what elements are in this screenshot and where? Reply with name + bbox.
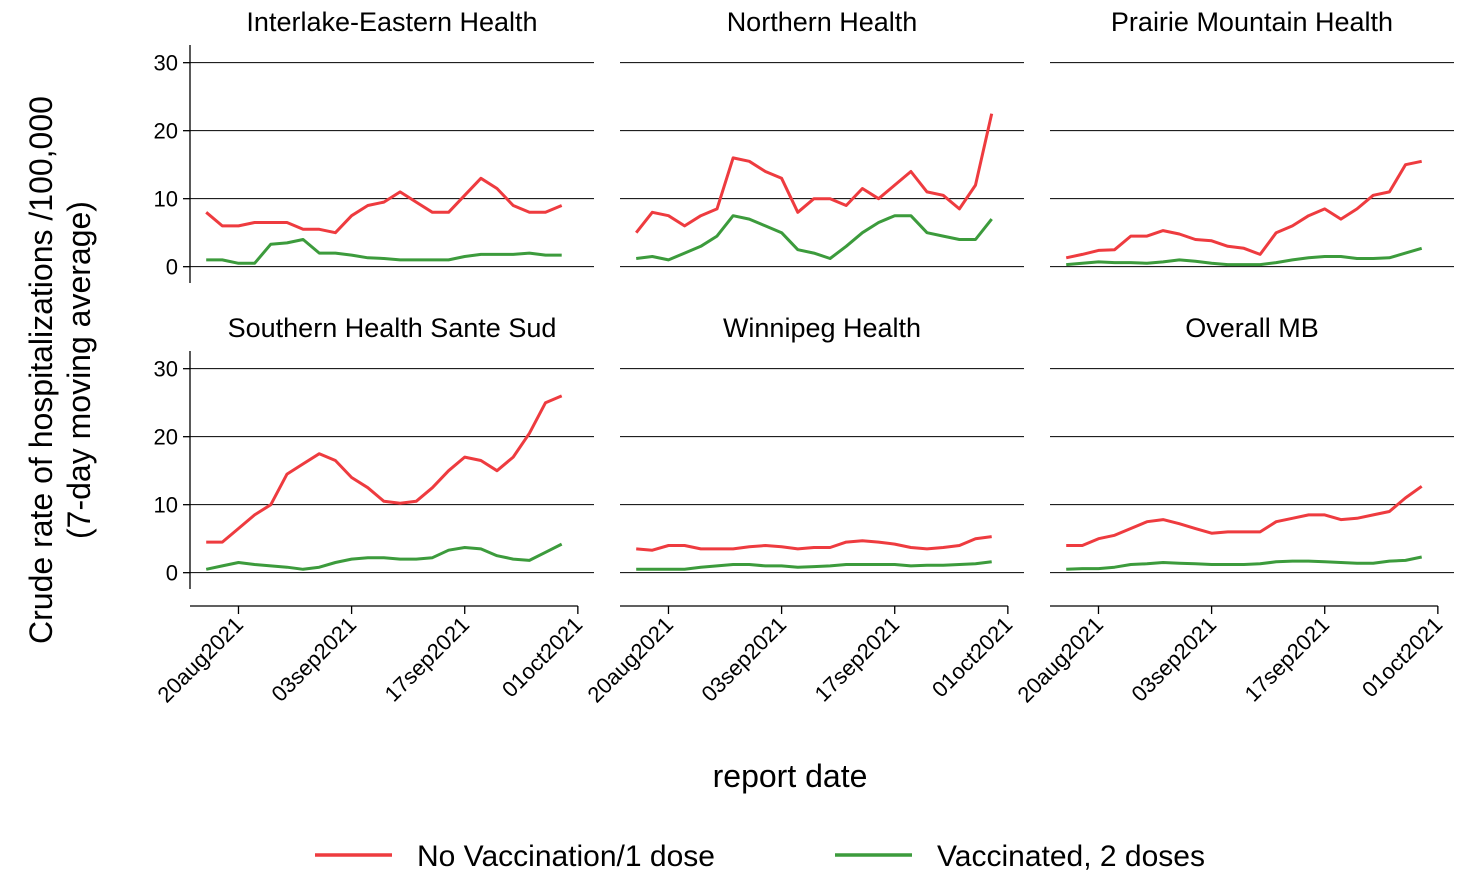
panel-title: Winnipeg Health	[723, 313, 921, 343]
x-tick-label: 03sep2021	[1126, 612, 1221, 707]
panel: Overall MB 20aug2021 03sep2021 17sep2021 01o…	[1012, 313, 1454, 707]
x-tick-label: 20aug2021	[1012, 612, 1108, 708]
x-axis-label: report date	[713, 758, 868, 794]
legend: No Vaccination/1 dose Vaccinated, 2 doses	[315, 840, 1205, 873]
series-line	[636, 214, 993, 262]
y-tick-label: 0	[166, 255, 178, 280]
panel-title: Prairie Mountain Health	[1111, 7, 1393, 37]
panel: Interlake-Eastern Health 0 10 20 30	[154, 7, 594, 283]
y-tick-label: 30	[154, 357, 178, 382]
x-tick-label: 01oct2021	[927, 612, 1017, 702]
panel: Northern Health	[620, 7, 1024, 268]
x-tick-label: 17sep2021	[810, 612, 905, 707]
legend-label: Vaccinated, 2 doses	[937, 840, 1205, 873]
y-tick-label: 20	[154, 425, 178, 450]
y-tick-label: 10	[154, 493, 178, 518]
series-line	[1065, 159, 1423, 260]
panel-title: Southern Health Sante Sud	[228, 313, 557, 343]
panel-title: Overall MB	[1185, 313, 1319, 343]
series-line	[635, 113, 994, 234]
y-tick-label: 10	[154, 187, 178, 212]
series-line	[1066, 485, 1423, 547]
series-line	[206, 394, 563, 544]
y-tick-label: 30	[154, 51, 178, 76]
x-tick-label: 20aug2021	[582, 612, 678, 708]
x-tick-label: 01oct2021	[497, 612, 587, 702]
x-tick-label: 17sep2021	[380, 612, 475, 707]
x-tick-label: 03sep2021	[266, 612, 361, 707]
y-axis-label: Crude rate of hospitalizations /100,000	[23, 96, 59, 644]
series-line	[205, 542, 563, 571]
panel-title: Interlake-Eastern Health	[246, 7, 537, 37]
x-tick-label: 01oct2021	[1357, 612, 1447, 702]
panel: Prairie Mountain Health	[1050, 7, 1454, 268]
x-tick-label: 17sep2021	[1240, 612, 1335, 707]
x-tick-label: 03sep2021	[696, 612, 791, 707]
series-line	[206, 238, 562, 265]
series-line	[205, 176, 563, 235]
panel: Winnipeg Health 20aug2021 03sep2021 17sep20…	[582, 313, 1024, 707]
legend-label: No Vaccination/1 dose	[417, 840, 715, 873]
series-line	[636, 560, 992, 571]
y-tick-label: 0	[166, 561, 178, 586]
series-line	[1066, 555, 1423, 571]
series-line	[636, 535, 992, 552]
y-tick-label: 20	[154, 119, 178, 144]
panel-title: Northern Health	[727, 7, 918, 37]
x-tick-label: 20aug2021	[152, 612, 248, 708]
panel: Southern Health Sante Sud 0 10 20 30 20aug202…	[152, 313, 594, 707]
series-line	[1066, 246, 1423, 267]
y-axis-label: (7-day moving average)	[61, 201, 97, 539]
